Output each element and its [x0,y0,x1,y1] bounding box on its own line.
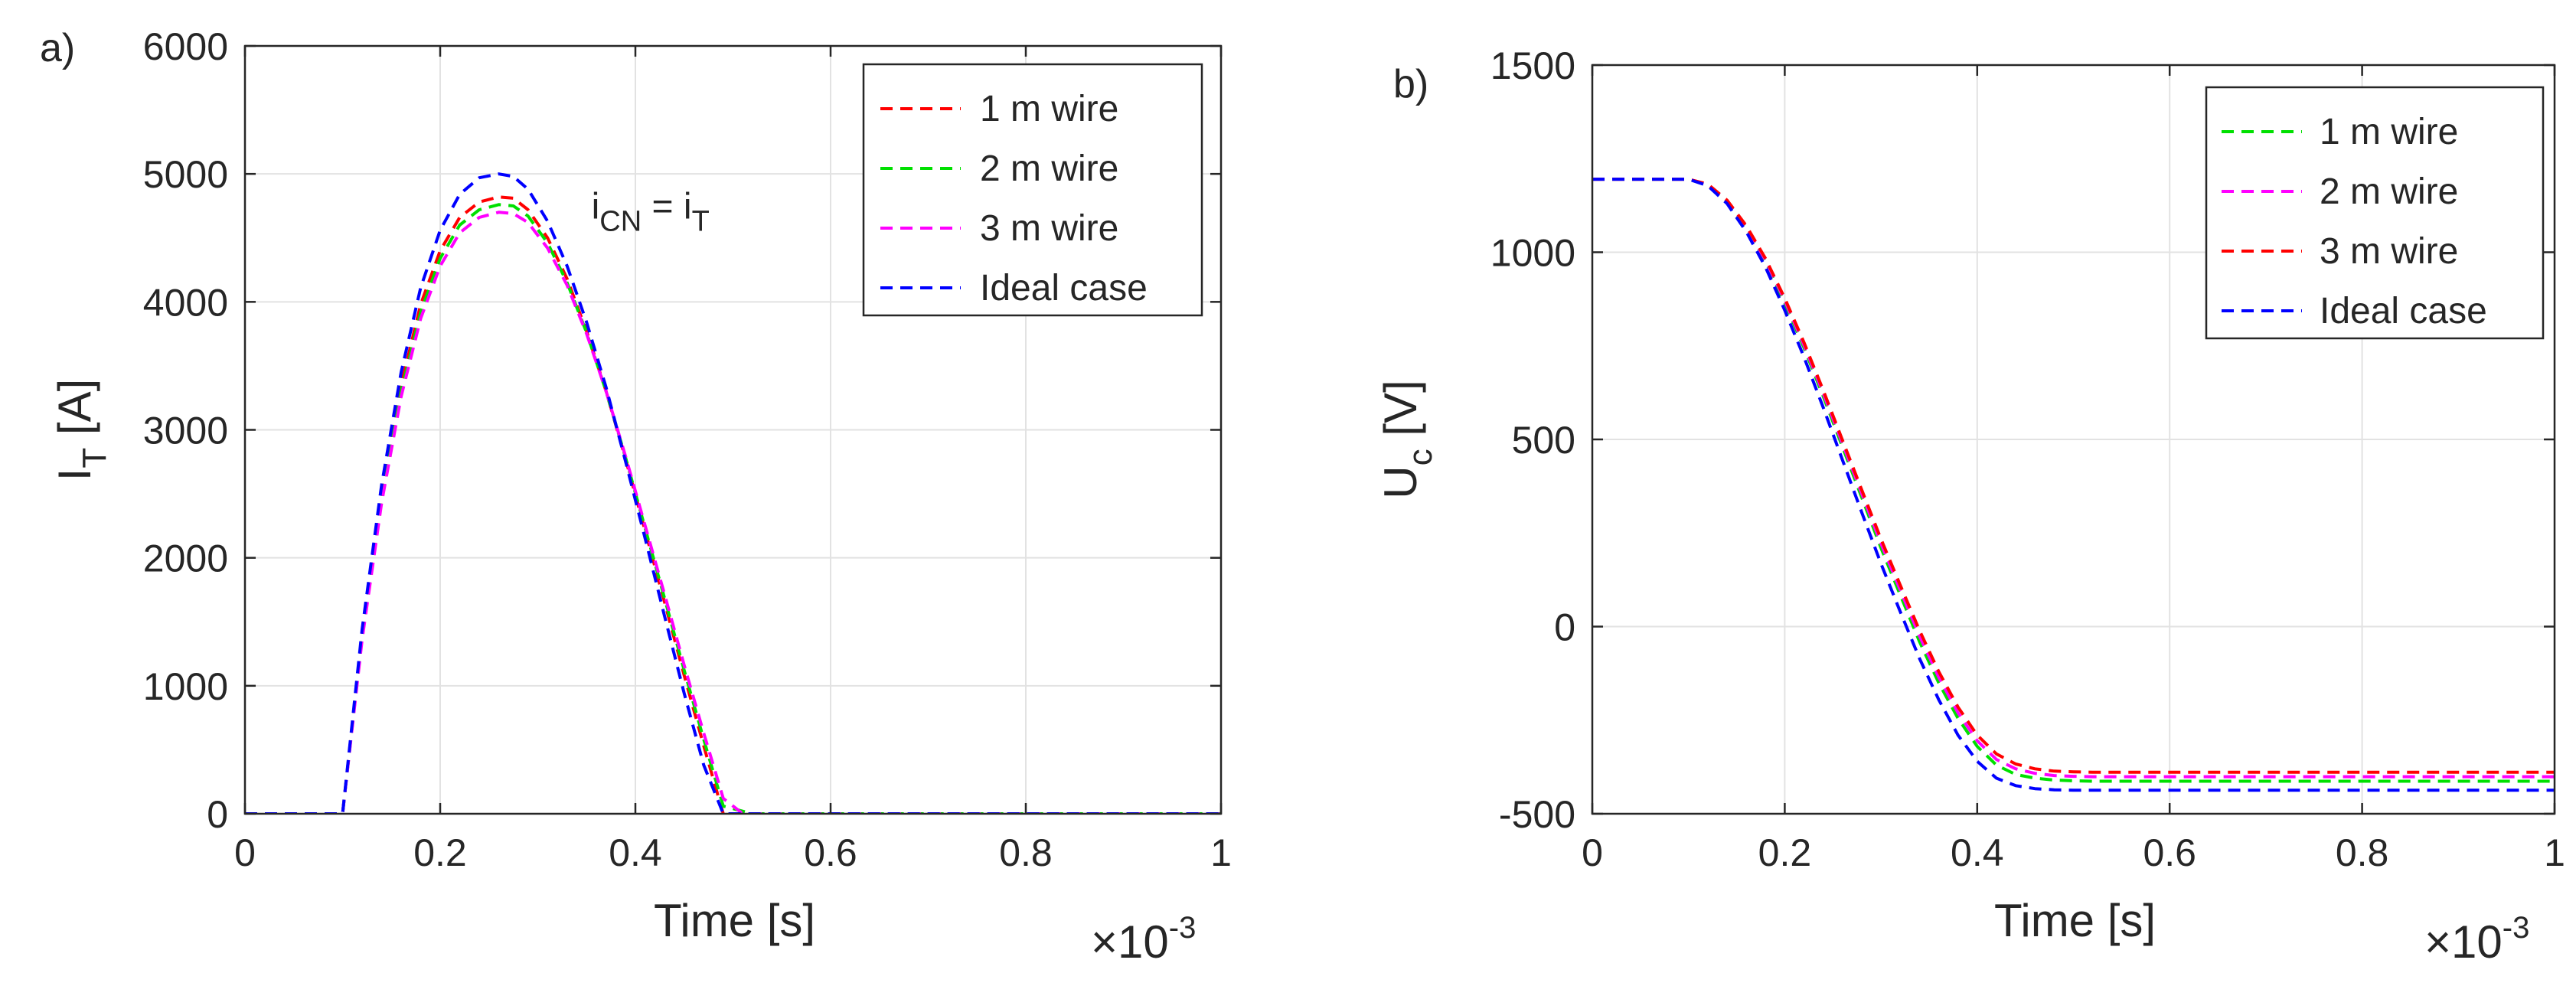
series-line-3-m-wire [1592,178,2555,774]
legend-label: 2 m wire [2320,171,2458,212]
series-group [1592,178,2555,792]
x-tick-label: 0.2 [413,831,467,874]
x-axis-multiplier: ×10-3 [2424,911,2529,968]
series-line-ideal-case [1592,178,2555,792]
x-tick-label: 0.8 [2336,831,2389,874]
legend-label: Ideal case [980,268,1148,309]
legend-box [862,63,1203,317]
annotation-sub-t: T [692,206,710,238]
legend-label: 1 m wire [980,89,1118,129]
y-tick-label: 0 [207,793,228,836]
y-tick-label: 1000 [1490,232,1575,275]
y-tick-label: 6000 [143,25,228,68]
y-tick-label: 2000 [143,537,228,580]
y-axis-label: IT [A] [49,379,113,482]
y-tick-label: 0 [1554,606,1575,649]
annotation-sub-cn: CN [599,206,642,238]
legend-box [2205,86,2545,340]
x-multiplier-base: ×10 [1091,916,1169,968]
x-tick-label: 0.4 [1951,831,2004,874]
y-tick-label: 4000 [143,281,228,324]
series-line-ideal-case [245,172,1221,814]
y-tick-label: 5000 [143,153,228,196]
y-tick-label: 1500 [1490,44,1575,87]
y-label-subscript: c [1402,449,1439,465]
x-tick-label: 1 [1210,831,1232,874]
y-tick-label: -500 [1499,793,1575,836]
x-tick-label: 0 [234,831,256,874]
panel-label: b) [1393,62,1428,106]
series-group [245,172,1221,814]
annotation-icn-it: iCN = iT [592,187,710,238]
x-axis-label: Time [s] [654,895,815,946]
x-tick-label: 0.8 [999,831,1053,874]
legend-label: 2 m wire [980,149,1118,189]
x-tick-label: 0.2 [1758,831,1812,874]
panel-label: a) [40,26,75,70]
x-multiplier-base: ×10 [2424,916,2503,968]
y-tick-label: 3000 [143,410,228,452]
x-tick-label: 0.4 [609,831,662,874]
chart-a: 0 0.2 0.4 0.6 0.8 1 0 1000 2000 3000 4000 5000 6000 T… [40,25,1232,968]
y-tick-label: 1000 [143,665,228,708]
annotation-main: i [592,187,600,227]
x-tick-label: 0 [1582,831,1603,874]
legend-label: 3 m wire [980,208,1118,249]
legend-label: Ideal case [2320,291,2487,331]
y-axis-label: Uc [V] [1375,380,1439,498]
x-multiplier-exponent: -3 [1169,911,1197,945]
x-tick-label: 1 [2544,831,2565,874]
x-tick-label: 0.6 [804,831,857,874]
y-label-main: I [49,469,100,482]
series-line-3-m-wire [245,211,1221,814]
y-tick-label: 500 [1512,419,1575,462]
x-axis-label: Time [s] [1994,895,2156,946]
y-label-subscript: T [76,448,113,469]
y-label-unit: [A] [49,379,100,448]
y-label-unit: [V] [1375,380,1426,449]
series-line-1-m-wire [245,195,1221,814]
x-axis-multiplier: ×10-3 [1091,911,1196,968]
legend-label: 3 m wire [2320,231,2458,272]
annotation-mid: = i [642,187,691,227]
x-tick-label: 0.6 [2143,831,2196,874]
y-label-main: U [1375,465,1426,498]
legend-label: 1 m wire [2320,112,2458,152]
x-multiplier-exponent: -3 [2503,911,2530,945]
